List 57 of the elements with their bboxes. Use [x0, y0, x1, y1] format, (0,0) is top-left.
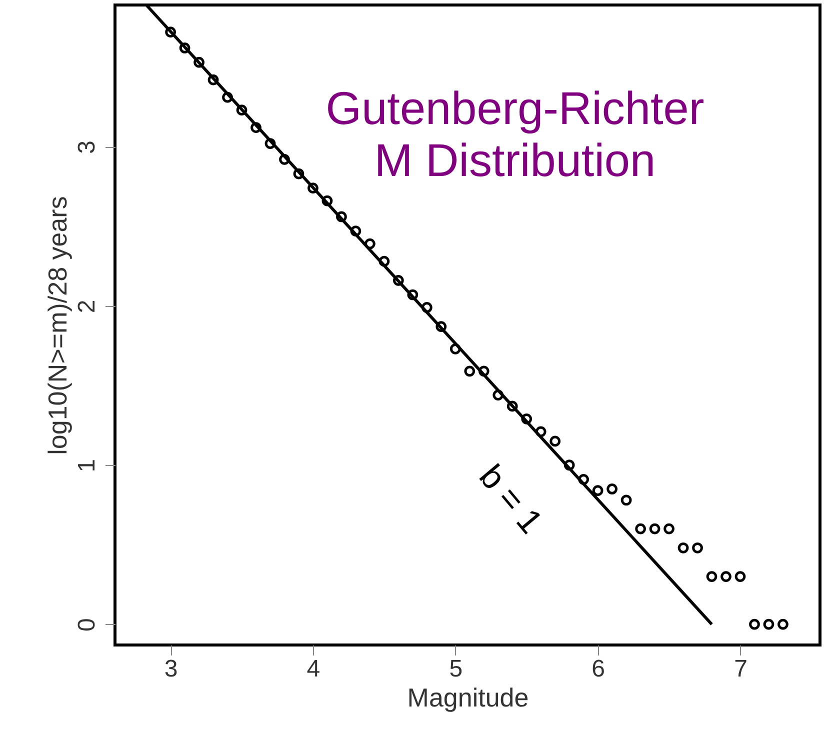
x-tick-label: 7 [734, 656, 748, 682]
point [506, 400, 518, 412]
point [550, 436, 561, 447]
point [749, 618, 760, 630]
point [350, 226, 362, 236]
y-tick-label: 3 [74, 140, 100, 154]
point [620, 494, 632, 506]
point [778, 618, 788, 630]
point [208, 74, 219, 86]
point [308, 182, 318, 194]
point [392, 275, 404, 286]
x-tick-label: 3 [164, 656, 178, 682]
y-tick-label: 1 [74, 458, 100, 472]
point [706, 571, 718, 582]
point [450, 343, 461, 354]
point [521, 414, 532, 424]
point [606, 484, 618, 494]
point [322, 195, 333, 206]
point [720, 571, 732, 582]
point [649, 523, 660, 534]
point [692, 542, 703, 554]
point [763, 618, 774, 630]
point [664, 523, 674, 534]
x-tick-label: 5 [449, 656, 463, 682]
y-tick-label: 0 [74, 618, 100, 632]
point [378, 256, 390, 267]
x-axis-title: Magnitude [407, 682, 529, 712]
point [464, 366, 476, 377]
annotation: Gutenberg-Richter M Distribution [326, 82, 704, 186]
point [436, 321, 447, 332]
x-tick-label: 4 [306, 656, 320, 682]
point [564, 460, 575, 471]
point [407, 289, 418, 300]
point [492, 390, 504, 400]
y-tick-label: 2 [74, 300, 100, 314]
point [421, 302, 432, 313]
point [222, 92, 233, 103]
point [264, 138, 276, 149]
point [535, 426, 546, 438]
annotation: b = 1 [472, 458, 550, 541]
point [734, 571, 746, 582]
point [236, 104, 248, 116]
point [336, 211, 347, 222]
point [592, 485, 604, 496]
point [478, 366, 490, 377]
x-tick-label: 6 [592, 656, 605, 682]
point [194, 56, 204, 68]
point [165, 26, 176, 38]
point [179, 42, 190, 54]
point [635, 523, 646, 534]
y-axis-title: log10(N>=m)/28 years [42, 196, 72, 455]
point [279, 154, 290, 165]
point [293, 168, 304, 180]
point [578, 474, 590, 485]
point [364, 238, 376, 250]
point [678, 542, 689, 554]
point [250, 122, 262, 134]
